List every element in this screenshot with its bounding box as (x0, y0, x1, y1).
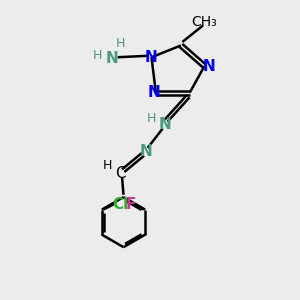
Text: H: H (116, 37, 125, 50)
Text: N: N (145, 50, 158, 65)
Text: N: N (139, 144, 152, 159)
Text: H: H (92, 49, 102, 62)
Text: N: N (202, 58, 215, 74)
Text: Cl: Cl (112, 197, 128, 212)
Text: H: H (147, 112, 156, 125)
Text: N: N (148, 85, 161, 100)
Text: CH₃: CH₃ (192, 15, 217, 29)
Text: H: H (103, 159, 112, 172)
Text: F: F (125, 197, 136, 212)
Text: N: N (105, 51, 118, 66)
Text: N: N (158, 118, 171, 133)
Text: C: C (115, 166, 126, 181)
